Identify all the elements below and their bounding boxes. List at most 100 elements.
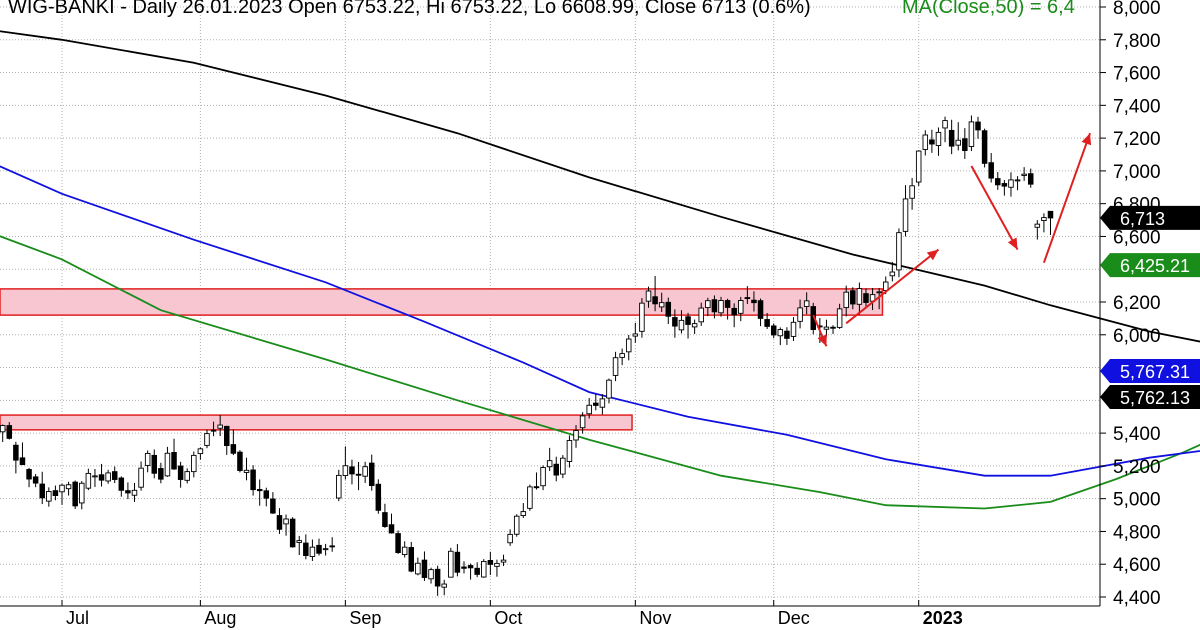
candle-body [836,308,843,328]
candle-body [441,583,447,588]
candle-body [777,329,784,337]
candle-body [738,300,744,314]
candle-body [902,198,909,232]
candle-body [909,185,915,199]
x-tick-label: Aug [204,608,236,628]
candle-body [322,548,329,551]
candle-body [98,474,105,481]
candle-body [658,302,665,308]
y-tick-label: 7,800 [1113,31,1161,52]
candle-body [639,302,645,332]
candle-body [632,333,639,337]
candle-body [105,472,111,482]
candle-body [243,469,250,473]
arrow-shaft [970,165,1019,251]
candle-body [1047,210,1054,219]
candle-body [349,466,355,475]
y-tick-label: 7,000 [1113,162,1161,183]
candle-body [415,562,421,575]
candle-body [520,511,527,516]
y-tick-label: 5,000 [1113,490,1161,511]
price-badge-label: 5,762.13 [1120,388,1190,408]
y-tick-label: 7,200 [1113,129,1161,150]
arrow-shaft [845,248,940,325]
candle-body [698,307,704,323]
candle-body [546,460,553,468]
ma-line [0,165,1200,477]
candle-body [586,404,592,415]
x-tick-label: Oct [494,608,522,628]
candle-body [131,489,138,496]
y-tick-label: 4,600 [1113,555,1161,576]
candle-body [711,299,718,313]
candle-body [744,297,751,300]
candle-body [942,120,948,129]
candle-body [467,565,474,569]
y-tick-label: 5,400 [1113,424,1161,445]
candle-body [513,515,520,535]
y-tick-label: 7,600 [1113,64,1161,85]
candle-body [975,121,981,131]
y-tick-label: 4,400 [1113,588,1161,609]
candle-body [672,317,678,327]
x-tick-label: Dec [778,608,810,628]
candle-body [197,448,204,455]
price-badge-label: 6,425.21 [1120,256,1190,276]
y-tick-label: 4,800 [1113,522,1161,543]
candle-body [171,452,177,470]
candle-body [309,546,316,557]
candle-body [39,483,45,499]
ma-legend: MA(Close,50) = 6,4 [902,0,1075,18]
x-tick-label: Jul [66,608,89,628]
candle-body [59,484,65,493]
candle-body [401,546,408,556]
arrow-head [1007,237,1018,250]
candle-body [1034,223,1041,228]
x-tick-label: Sep [349,608,381,628]
candle-body [1027,173,1034,185]
candle-body [790,321,797,337]
candle-body [593,402,599,406]
candle-body [395,533,401,554]
candle-body [32,476,39,484]
candle-body [540,467,546,487]
candle-body [428,569,434,580]
candle-body [929,139,935,145]
x-tick-label: Nov [639,608,671,628]
candle-body [527,486,533,509]
arrow-head [926,249,939,261]
candle-body [797,307,803,322]
candle-body [223,425,230,447]
candle-body [652,296,658,305]
zone-rect [0,288,884,316]
candle-body [204,433,210,446]
candle-body [256,489,263,492]
candle-body [191,454,197,473]
price-badge-label: 5,767.31 [1120,362,1190,382]
candle-body [691,323,698,328]
candle-body [19,457,26,466]
moving-averages [0,30,1200,510]
candle-body [850,290,856,305]
zone-rect [0,414,633,431]
candle-body [138,467,144,488]
candle-body [896,232,902,271]
candle-body [1008,179,1014,188]
candle-body [329,545,335,548]
candle-body [283,518,289,525]
candle-body [770,325,777,336]
candle-body [289,518,296,548]
candle-body [619,353,625,358]
x-tick-labels: Jul Aug Sep Oct Nov Dec 2023 [61,600,963,628]
candle-body [85,472,92,489]
candle-body [876,291,882,294]
candle-body [705,300,711,309]
candle-body [217,424,223,429]
y-tick-label: 6,600 [1113,227,1161,248]
candle-body [151,454,158,474]
candle-body [856,288,863,305]
candle-body [276,515,283,530]
candle-body [250,469,256,491]
ma-line [0,235,1200,510]
